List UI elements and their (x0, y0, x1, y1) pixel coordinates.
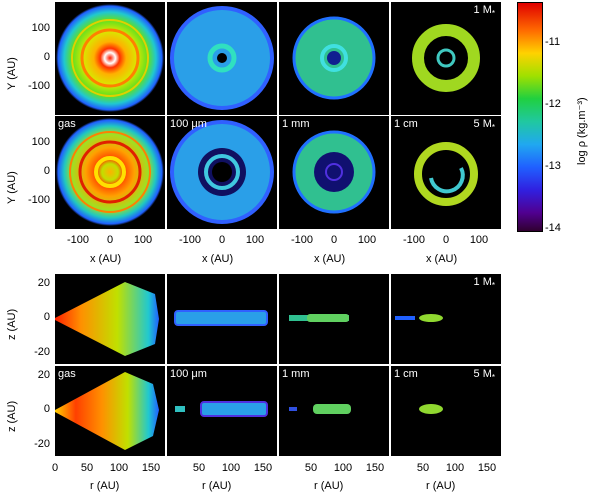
disk-image (56, 4, 164, 112)
grain-size-label: 100 μm (170, 118, 207, 130)
mass-label: 1 M* (473, 4, 495, 19)
panel-edgeon-gas-5msun: gas (55, 366, 165, 456)
ytick: -20 (34, 438, 50, 450)
panel-faceon-100um-1msun (167, 2, 277, 115)
mass-label: 1 M* (473, 276, 495, 291)
bottom-xlabel: r (AU) (202, 480, 232, 492)
panel-edgeon-1cm-1msun: 1 M* (391, 274, 501, 364)
top-xlabel: x (AU) (90, 253, 122, 265)
panel-edgeon-gas-1msun (55, 274, 165, 364)
panel-faceon-1cm-5msun: 1 cm 5 M* (391, 116, 501, 229)
disk-image (55, 282, 159, 356)
colorbar-tick: -12 (545, 98, 561, 110)
panel-faceon-1mm-1msun (279, 2, 389, 115)
disk-image (170, 120, 274, 224)
panel-edgeon-100um-1msun (167, 274, 277, 364)
top-xlabel: x (AU) (426, 253, 458, 265)
ytick: -20 (34, 346, 50, 358)
bottom-xlabel: r (AU) (426, 480, 456, 492)
panel-faceon-1cm-1msun: 1 M* (391, 2, 501, 115)
disk-image (292, 130, 376, 214)
top-xlabel: x (AU) (314, 253, 346, 265)
colorbar (517, 2, 543, 232)
ytick: -100 (27, 194, 50, 206)
disk-image (55, 372, 159, 450)
ytick: 100 (31, 136, 50, 148)
gas-label: gas (58, 368, 76, 380)
bottom-ylabel-row2: z (AU) (6, 400, 18, 432)
disk-image (170, 6, 274, 110)
panel-faceon-gas-1msun (55, 2, 165, 115)
disk-image (175, 401, 268, 417)
panel-faceon-100um-5msun: 100 μm (167, 116, 277, 229)
disk-image (395, 314, 443, 322)
panel-edgeon-100um-5msun: 100 μm (167, 366, 277, 456)
disk-image (174, 310, 268, 326)
mass-label: 5 M* (473, 118, 495, 133)
panel-edgeon-1cm-5msun: 1 cm 5 M* (391, 366, 501, 456)
disk-image (289, 314, 349, 322)
top-ylabel-row2: Y (AU) (6, 171, 18, 204)
grain-size-label: 1 mm (282, 118, 310, 130)
grain-size-label: 1 cm (394, 118, 418, 130)
top-ylabel-row1: Y (AU) (6, 57, 18, 90)
disk-image (419, 404, 443, 414)
colorbar-label: log ρ (kg.m⁻³) (576, 97, 588, 165)
gas-label: gas (58, 118, 76, 130)
disk-image (292, 16, 376, 100)
disk-image (289, 404, 351, 414)
disk-image (56, 118, 164, 226)
colorbar-tick: -11 (545, 36, 561, 48)
top-xlabel: x (AU) (202, 253, 234, 265)
grain-size-label: 1 cm (394, 368, 418, 380)
ytick: -100 (27, 80, 50, 92)
ytick: 20 (37, 369, 50, 381)
colorbar-tick: -14 (545, 222, 561, 234)
panel-edgeon-1mm-1msun (279, 274, 389, 364)
ytick: 0 (43, 403, 50, 415)
colorbar-tick: -13 (545, 160, 561, 172)
ytick: 0 (43, 165, 50, 177)
disk-image (414, 142, 478, 206)
ytick: 20 (37, 277, 50, 289)
ytick: 0 (43, 311, 50, 323)
ytick: 100 (31, 22, 50, 34)
disk-image (412, 24, 480, 92)
bottom-ylabel-row1: z (AU) (6, 308, 18, 340)
panel-faceon-1mm-5msun: 1 mm (279, 116, 389, 229)
mass-label: 5 M* (473, 368, 495, 383)
grain-size-label: 1 mm (282, 368, 310, 380)
panel-faceon-gas-5msun: gas (55, 116, 165, 229)
grain-size-label: 100 μm (170, 368, 207, 380)
bottom-xlabel: r (AU) (90, 480, 120, 492)
ytick: 0 (43, 51, 50, 63)
panel-edgeon-1mm-5msun: 1 mm (279, 366, 389, 456)
bottom-xlabel: r (AU) (314, 480, 344, 492)
